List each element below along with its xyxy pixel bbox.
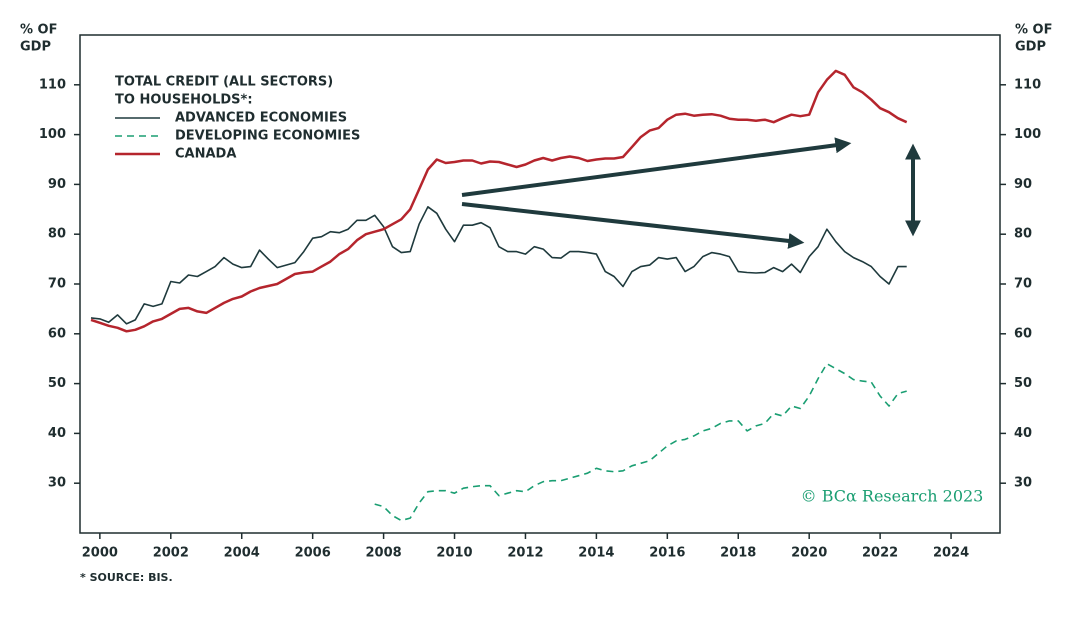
x-tick-label: 2018 [720, 546, 756, 561]
x-tick-label: 2000 [82, 546, 118, 561]
y-tick-label: 50 [48, 376, 66, 391]
y2-tick-label: 40 [1014, 426, 1032, 441]
x-tick-label: 2014 [578, 546, 614, 561]
x-tick-label: 2012 [507, 546, 543, 561]
x-tick-label: 2010 [436, 546, 472, 561]
arrow [461, 137, 852, 197]
y2-tick-label: 90 [1014, 177, 1032, 192]
y-tick-label: 80 [48, 227, 66, 242]
x-tick-label: 2020 [791, 546, 827, 561]
y2-axis-label: GDP [1015, 40, 1046, 55]
y-tick-label: 40 [48, 426, 66, 441]
y2-tick-label: 80 [1014, 227, 1032, 242]
y-tick-label: 70 [48, 277, 66, 292]
legend-title: TO HOUSEHOLDS*: [115, 93, 253, 108]
x-tick-label: 2004 [224, 546, 260, 561]
x-tick-label: 2006 [295, 546, 331, 561]
y-tick-label: 110 [39, 77, 66, 92]
y-tick-label: 90 [48, 177, 66, 192]
legend-title: TOTAL CREDIT (ALL SECTORS) [115, 75, 333, 90]
y2-tick-label: 60 [1014, 326, 1032, 341]
y2-tick-label: 100 [1014, 127, 1041, 142]
watermark: © BCα Research 2023 [801, 487, 984, 506]
y-axis-label: GDP [20, 40, 51, 55]
arrow [461, 202, 805, 249]
y2-tick-label: 50 [1014, 376, 1032, 391]
y2-tick-label: 30 [1014, 476, 1032, 491]
x-tick-label: 2016 [649, 546, 685, 561]
series-line [90, 206, 907, 325]
series-line [374, 362, 907, 522]
x-tick-label: 2002 [153, 546, 189, 561]
y2-tick-label: 70 [1014, 277, 1032, 292]
y-tick-label: 100 [39, 127, 66, 142]
y2-tick-label: 110 [1014, 77, 1041, 92]
y-axis-label: % OF [20, 23, 57, 38]
footnote: * SOURCE: BIS. [80, 571, 173, 584]
y-tick-label: 60 [48, 326, 66, 341]
y2-axis-label: % OF [1015, 23, 1052, 38]
y-tick-label: 30 [48, 476, 66, 491]
series-line [90, 69, 908, 333]
x-tick-label: 2022 [862, 546, 898, 561]
legend-label: ADVANCED ECONOMIES [175, 111, 347, 126]
x-tick-label: 2024 [933, 546, 969, 561]
x-tick-label: 2008 [365, 546, 401, 561]
legend-label: CANADA [175, 147, 236, 162]
legend-label: DEVELOPING ECONOMIES [175, 129, 360, 144]
